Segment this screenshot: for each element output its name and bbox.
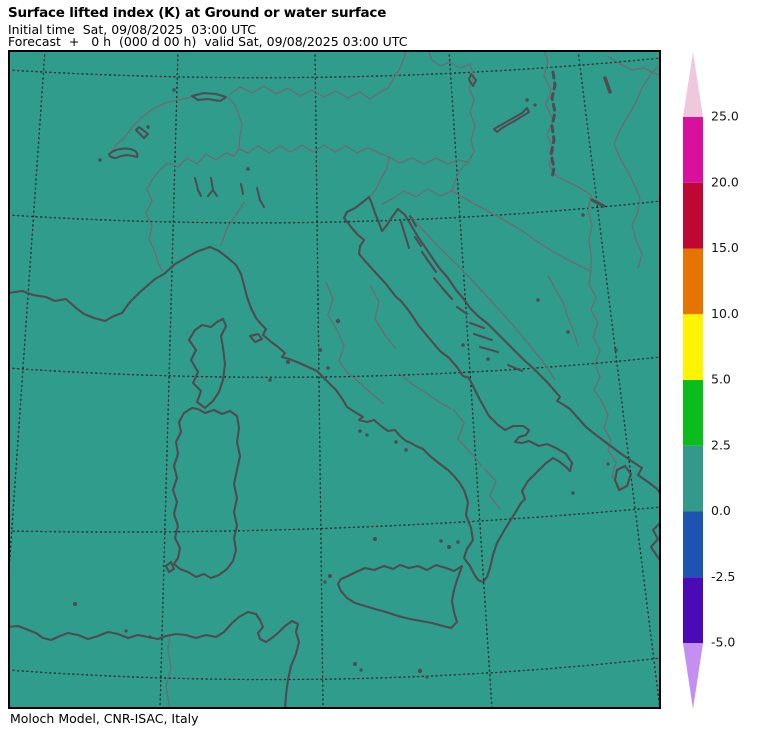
map-frame [8,50,661,709]
colorbar-segment [683,314,703,380]
lake-geneva [108,147,139,159]
map-svg [8,50,661,709]
forecast-valid-line: Forecast + 0 h (000 d 00 h) valid Sat, 0… [8,34,408,49]
coast-santantioco [164,560,176,574]
coast-corsica [187,317,228,410]
field-fill [8,50,661,709]
colorbar-label: 0.0 [711,503,731,518]
lake-como [207,177,218,197]
lake-iseo [240,183,244,195]
coastlines [8,195,661,709]
coast-greece-fragment [649,520,661,563]
coast-sardinia [171,406,242,580]
lake-neuchatel [135,126,149,139]
small-islands [73,88,618,679]
coast-sicily [336,563,464,630]
model-credit: Moloch Model, CNR-ISAC, Italy [10,711,199,726]
lake-balaton [493,107,530,133]
lakes [108,70,612,208]
graticule [8,50,661,709]
colorbar-segment [683,117,703,183]
coast-corfu [613,464,633,492]
colorbar-label: 20.0 [711,174,739,189]
colorbar-svg: 25.0 20.0 15.0 10.0 5.0 2.5 0.0 -2.5 -5.… [683,52,739,709]
colorbar-label: -5.0 [711,635,735,650]
initial-time-line: Initial time Sat, 09/08/2025 03:00 UTC [8,22,256,37]
page-title: Surface lifted index (K) at Ground or wa… [8,5,387,21]
colorbar-triangle-bottom [683,643,703,709]
map-canvas [8,50,661,709]
coast-north-africa [8,610,301,709]
colorbar-segment [683,248,703,315]
lake-constance [191,92,227,102]
colorbar-segment [683,445,703,512]
colorbar-segment [683,577,703,643]
islands-kvarner-dalmatia [399,214,524,373]
colorbar-segment [683,380,703,446]
colorbar-label: -2.5 [711,569,735,584]
colorbar-label: 5.0 [711,372,731,387]
colorbar-label: 15.0 [711,240,739,255]
colorbar-label: 2.5 [711,437,731,452]
river-danube-patches [549,70,557,180]
river-sava-patch [590,198,606,208]
lake-maggiore [194,177,202,197]
colorbar-triangle-top [683,52,703,117]
lake-garda [256,187,265,208]
colorbar-segment [683,511,703,578]
coast-mainland [8,195,661,584]
colorbar-segment [683,182,703,249]
lake-neusiedl [468,73,477,87]
coast-elba [248,332,264,344]
colorbar-label: 25.0 [711,109,739,124]
colorbar: 25.0 20.0 15.0 10.0 5.0 2.5 0.0 -2.5 -5.… [678,52,760,711]
colorbar-label: 10.0 [711,306,739,321]
river-tisza-patch [603,76,612,94]
